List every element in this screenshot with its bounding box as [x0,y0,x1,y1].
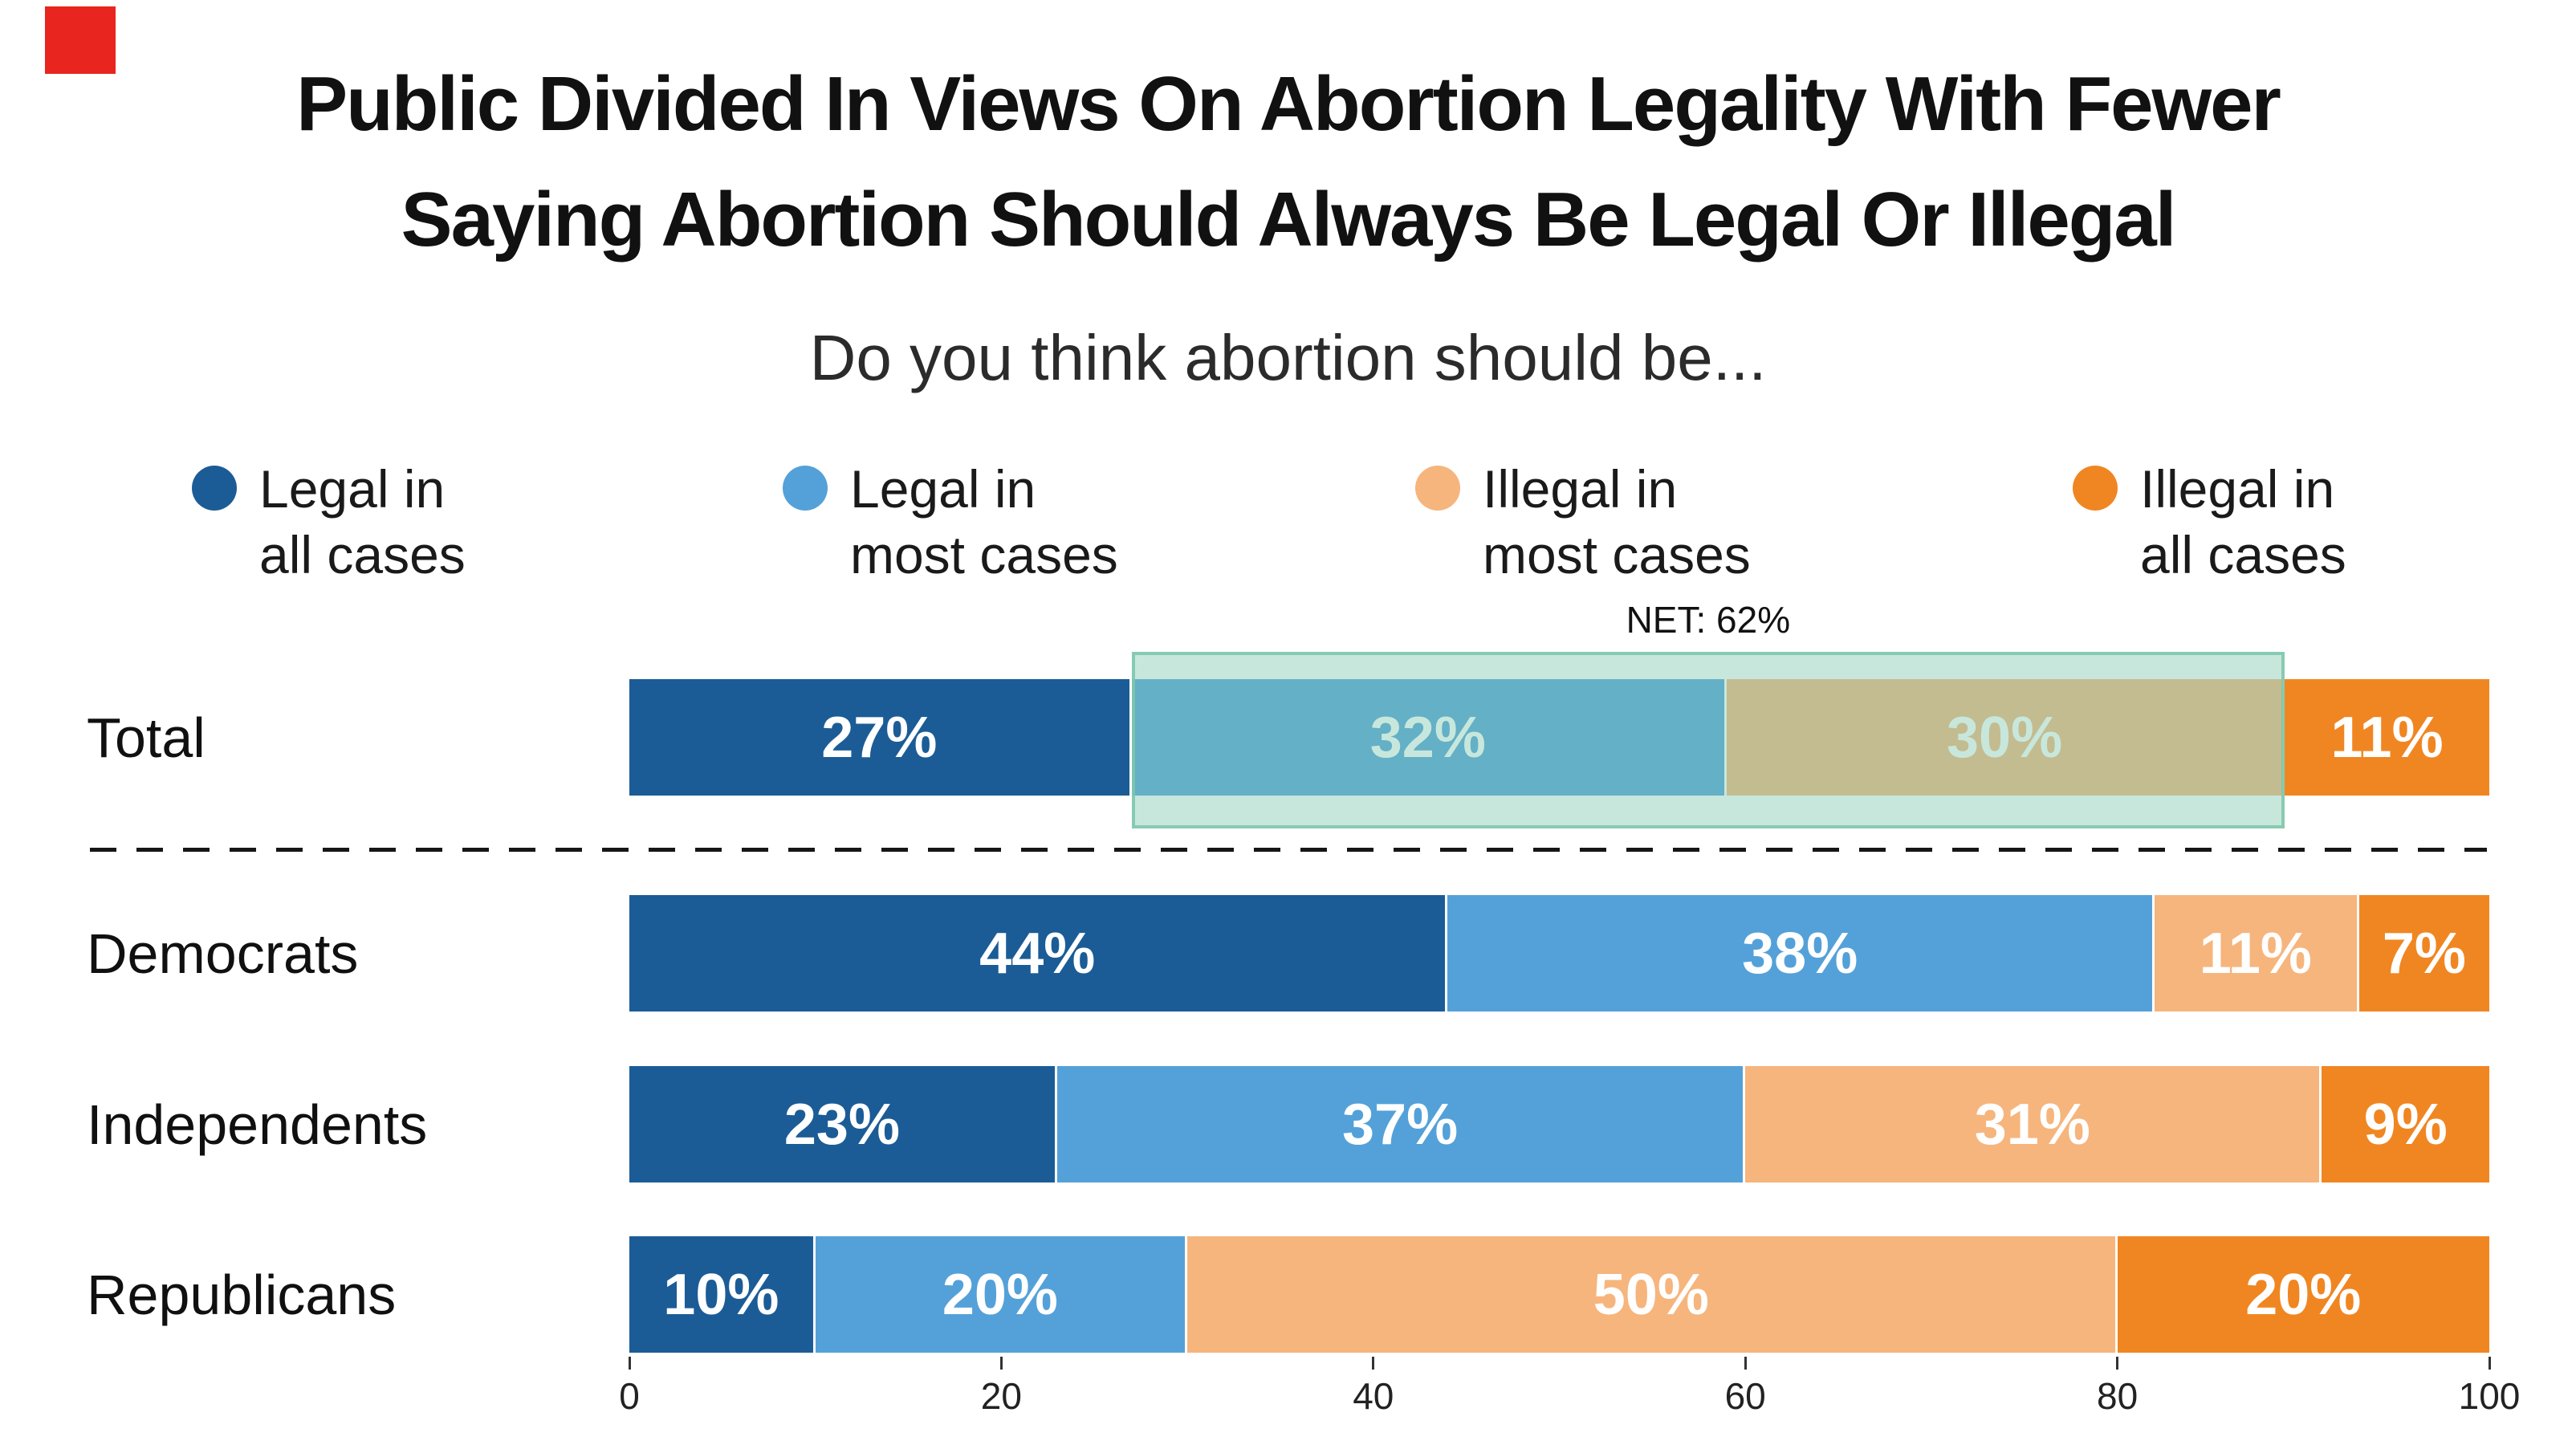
bar-segment: 10% [629,1236,816,1353]
axis-tick-label: 20 [980,1375,1022,1417]
row-label: Total [87,706,206,769]
chart-title: Public Divided In Views On Abortion Lega… [0,47,2576,278]
segment-value-label: 30% [1947,705,2063,770]
bar-segment: 23% [629,1066,1057,1182]
segment-value-label: 27% [821,705,938,770]
axis-tick-label: 60 [1724,1375,1766,1417]
segment-value-label: 20% [2245,1262,2362,1327]
segment-value-label: 32% [1369,705,1486,770]
legend-item: Illegal in all cases [2073,456,2346,588]
title-line-2: Saying Abortion Should Always Be Legal O… [401,177,2177,263]
legend: Legal in all cases Legal in most cases Illeg… [0,456,2576,600]
dashed-separator [90,848,2487,852]
legend-swatch-icon [192,466,237,511]
bar-segment: 32% [1131,679,1728,796]
segment-value-label: 9% [2363,1092,2448,1157]
legend-item: Illegal in most cases [1415,456,1751,588]
row-label: Independents [87,1093,428,1156]
bar-row-democrats: Democrats 44% 38% 11% 7% [0,895,2576,1012]
stacked-bar: 10% 20% 50% 20% [629,1236,2489,1353]
bar-segment: 20% [815,1236,1188,1353]
segment-value-label: 44% [979,921,1096,986]
bar-segment: 37% [1056,1066,1746,1182]
axis-tick [2488,1357,2491,1370]
axis-tick [1372,1357,1375,1370]
legend-label: Illegal in all cases [2140,459,2346,584]
stacked-bar: 27% 32% 30% 11% [629,679,2489,796]
segment-value-label: 7% [2382,921,2466,986]
bar-segment: 11% [2285,679,2489,796]
brand-logo [45,6,116,74]
legend-swatch-icon [1415,466,1460,511]
segment-value-label: 11% [2199,921,2312,986]
segment-value-label: 10% [663,1262,779,1327]
row-label: Democrats [87,922,359,985]
bar-segment: 7% [2358,895,2489,1012]
bar-segment: 30% [1727,679,2285,796]
bar-segment: 20% [2117,1236,2489,1353]
legend-label: Illegal in most cases [1483,459,1751,584]
axis-tick [628,1357,631,1370]
legend-item: Legal in most cases [783,456,1118,588]
segment-value-label: 11% [2330,705,2444,770]
axis-tick [2116,1357,2119,1370]
legend-swatch-icon [2073,466,2118,511]
bar-segment: 44% [629,895,1448,1012]
bar-row-republicans: Republicans 10% 20% 50% 20% [0,1236,2576,1353]
segment-value-label: 37% [1341,1092,1459,1157]
axis-tick [999,1357,1003,1370]
bar-segment: 38% [1447,895,2155,1012]
bar-segment: 11% [2154,895,2359,1012]
title-line-1: Public Divided In Views On Abortion Lega… [296,61,2281,147]
segment-value-label: 20% [942,1262,1058,1327]
axis-tick-label: 40 [1353,1375,1394,1417]
bar-row-total: Total 27% 32% 30% 11% [0,679,2576,796]
bar-segment: 9% [2322,1066,2489,1182]
segment-value-label: 31% [1974,1092,2090,1157]
bar-segment: 27% [629,679,1132,796]
bar-row-independents: Independents 23% 37% 31% 9% [0,1066,2576,1182]
bar-segment: 50% [1187,1236,2118,1353]
chart-subtitle: Do you think abortion should be... [809,322,1767,393]
segment-value-label: 50% [1593,1262,1709,1327]
axis-tick [1744,1357,1747,1370]
axis-tick-label: 0 [619,1375,640,1417]
stacked-bar: 44% 38% 11% 7% [629,895,2489,1012]
legend-label: Legal in most cases [850,459,1118,584]
row-label: Republicans [87,1263,397,1326]
stacked-bar: 23% 37% 31% 9% [629,1066,2489,1182]
segment-value-label: 23% [783,1092,900,1157]
legend-label: Legal in all cases [259,459,466,584]
legend-swatch-icon [783,466,828,511]
legend-item: Legal in all cases [192,456,466,588]
segment-value-label: 38% [1742,921,1858,986]
axis-tick-label: 100 [2458,1375,2521,1417]
net-annotation-label: NET: 62% [1626,599,1791,641]
bar-segment: 31% [1745,1066,2322,1182]
axis-tick-label: 80 [2097,1375,2139,1417]
